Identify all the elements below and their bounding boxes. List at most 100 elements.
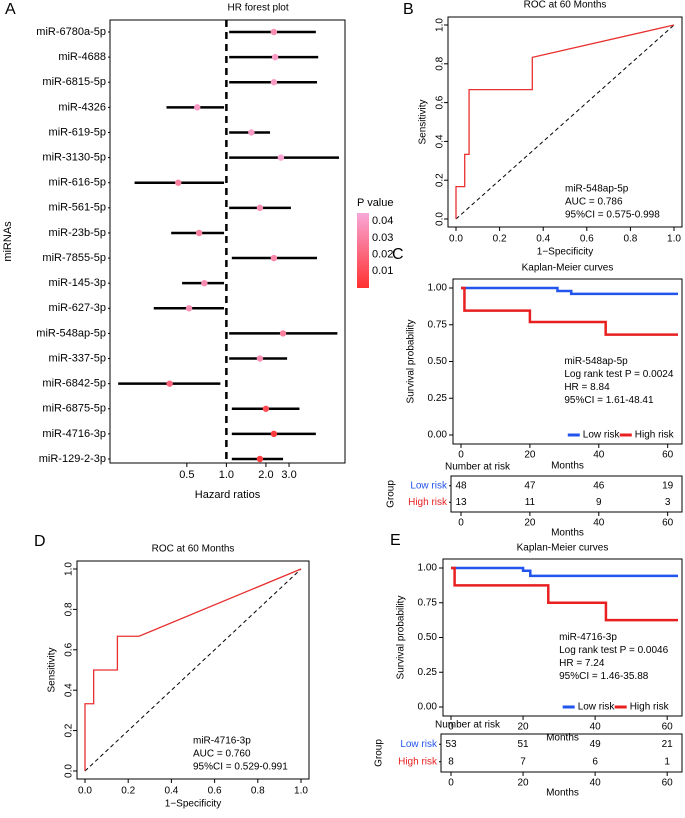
risk-table-title: Number at risk	[435, 720, 501, 731]
km-annotation: miR-548ap-5p	[564, 356, 628, 367]
roc-ytick-label: 0.6	[435, 95, 446, 109]
km-legend-label: Low risk	[578, 702, 616, 713]
forest-row-label: miR-627-3p	[49, 302, 106, 314]
forest-row-label: miR-129-2-3p	[39, 453, 106, 465]
forest-row-label: miR-6842-5p	[42, 378, 106, 390]
forest-title: HR forest plot	[228, 3, 289, 14]
pvalue-legend-tick: 0.01	[372, 265, 393, 277]
risk-table-count: 11	[525, 497, 536, 508]
km-ylabel: Survival probability	[396, 596, 407, 680]
forest-row-label: miR-6875-5p	[42, 403, 106, 415]
risk-table-xtick-label: 40	[590, 778, 602, 789]
km-annotation: miR-4716-3p	[559, 632, 617, 643]
roc-ytick-label: 1.0	[64, 562, 75, 576]
forest-hr-point	[248, 129, 255, 136]
km-xtick-label: 0	[448, 722, 454, 733]
km-ytick-label: 1.00	[428, 283, 448, 294]
forest-hr-point	[270, 430, 278, 438]
roc-ylabel: Sensitivity	[47, 647, 58, 692]
forest-hr-point	[201, 279, 208, 287]
risk-table-frame	[440, 733, 683, 773]
roc-xtick-label: 1.0	[667, 234, 681, 245]
risk-table-xtick-label: 40	[593, 518, 605, 529]
risk-table-count: 9	[596, 497, 602, 508]
km-curve-high-risk	[461, 286, 678, 336]
forest-hr-point	[270, 28, 278, 36]
risk-table-xtick-label: 60	[662, 778, 674, 789]
risk-table-xtick-label: 60	[662, 518, 674, 529]
forest-row-label: miR-561-5p	[49, 202, 106, 214]
km-xtick-label: 20	[524, 450, 536, 461]
risk-table-count: 49	[590, 739, 602, 750]
pvalue-legend-tick: 0.04	[372, 215, 393, 227]
risk-table-count: 48	[455, 480, 467, 491]
roc-title: ROC at 60 Months	[152, 544, 235, 555]
pvalue-legend-title: P value	[357, 197, 394, 209]
roc-ytick-label: 0.0	[435, 212, 446, 226]
km-annotation: Log rank test P = 0.0046	[559, 645, 669, 656]
roc-curve	[455, 24, 675, 219]
risk-table-group: High risk	[408, 497, 448, 508]
risk-table-xtick-label: 20	[524, 518, 536, 529]
forest-hr-point	[256, 455, 264, 463]
roc-frame	[76, 560, 310, 780]
risk-table-xlabel: Months	[551, 528, 584, 539]
forest-xtick-label: 2.0	[258, 469, 273, 481]
panel-letter-a: A	[5, 1, 16, 18]
risk-table-count: 53	[445, 739, 457, 750]
pvalue-colorbar	[357, 213, 369, 288]
roc-xlabel: 1−Specificity	[165, 799, 221, 810]
roc-xtick-label: 0.2	[493, 234, 507, 245]
km-xtick-label: 60	[662, 450, 674, 461]
risk-table-title: Number at risk	[445, 462, 511, 473]
km-xtick-label: 40	[590, 722, 602, 733]
km-annotation: HR = 7.24	[559, 658, 605, 669]
panel-letter-c: C	[392, 246, 404, 263]
panel-letter-b: B	[403, 1, 414, 18]
km-curve-low-risk	[461, 286, 678, 296]
risk-table-group: Low risk	[410, 480, 448, 491]
forest-hr-point	[256, 204, 264, 212]
forest-row-label: miR-548ap-5p	[36, 327, 106, 339]
forest-row-label: miR-7855-5p	[42, 252, 106, 264]
risk-table-count: 1	[664, 756, 670, 767]
roc-annotation: AUC = 0.786	[565, 197, 623, 208]
risk-table-xtick-label: 0	[448, 778, 454, 789]
risk-table-count: 19	[662, 480, 674, 491]
forest-row-label: miR-4716-3p	[42, 428, 106, 440]
forest-hr-point	[175, 179, 182, 186]
roc-ytick-label: 0.2	[435, 173, 446, 187]
km-curve-low-risk	[451, 566, 678, 578]
km-legend-label: High risk	[630, 702, 670, 713]
forest-hr-point	[256, 355, 264, 362]
forest-row-label: miR-6780a-5p	[36, 26, 106, 38]
roc-ylabel: Sensitivity	[418, 99, 429, 144]
roc-ytick-label: 0.2	[64, 723, 75, 737]
roc-xlabel: 1−Specificity	[537, 247, 593, 258]
forest-hr-point	[185, 305, 193, 312]
km-xtick-label: 40	[593, 450, 605, 461]
forest-hr-point	[270, 79, 278, 86]
forest-hr-point	[194, 104, 201, 111]
risk-table-count: 13	[455, 497, 467, 508]
risk-table-xlabel: Months	[546, 788, 579, 799]
roc-xtick-label: 0.6	[580, 234, 594, 245]
risk-table-group: High risk	[398, 756, 438, 767]
roc-annotation: miR-4716-3p	[193, 736, 251, 747]
pvalue-legend-tick: 0.03	[372, 232, 393, 244]
km-annotation: 95%CI = 1.61-48.41	[564, 395, 654, 406]
risk-table-count: 3	[665, 497, 671, 508]
km-annotation: Log rank test P = 0.0024	[564, 369, 674, 380]
forest-xlabel: Hazard ratios	[195, 489, 261, 501]
forest-hr-point	[277, 154, 285, 161]
roc-xtick-label: 0.0	[449, 234, 463, 245]
km-ytick-label: 0.25	[418, 667, 438, 678]
risk-table-count: 6	[592, 756, 598, 767]
km-ytick-label: 0.75	[418, 597, 438, 608]
roc-frame	[447, 16, 683, 228]
km-ytick-label: 0.50	[428, 356, 448, 367]
forest-xtick-label: 0.5	[179, 469, 194, 481]
roc-ytick-label: 0.4	[435, 134, 446, 148]
risk-table-count: 8	[448, 756, 454, 767]
